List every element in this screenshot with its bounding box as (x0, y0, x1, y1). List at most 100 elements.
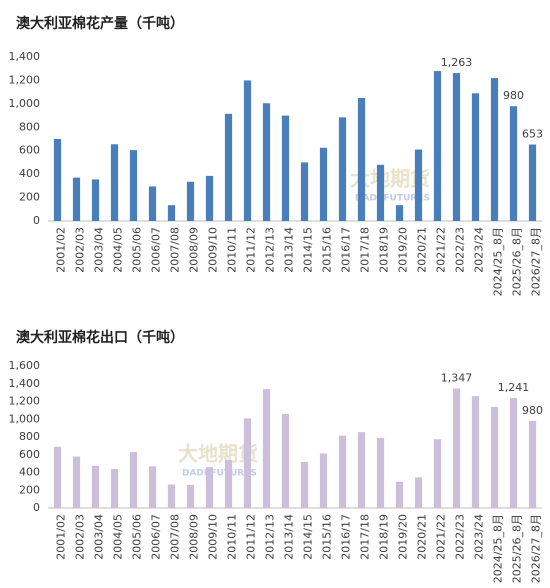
x-tick-label: 2015/16 (321, 514, 334, 560)
watermark: DADI FUTURES (182, 469, 257, 479)
x-tick-label: 2020/21 (416, 514, 429, 560)
x-tick-label: 2006/07 (150, 227, 163, 273)
bar (357, 98, 366, 221)
bar (53, 139, 62, 221)
bar (433, 71, 442, 221)
bar (471, 396, 480, 508)
bar (72, 177, 81, 221)
bar (91, 465, 100, 508)
x-tick-label: 2004/05 (112, 514, 125, 560)
bar (262, 389, 271, 508)
x-tick-label: 2017/18 (359, 514, 372, 560)
y-tick-label: 800 (19, 120, 40, 133)
x-tick-label: 2020/21 (416, 227, 429, 273)
bar (243, 80, 252, 221)
value-label: 1,241 (498, 381, 530, 394)
bar (528, 144, 537, 221)
y-tick-label: 200 (19, 191, 40, 204)
x-tick-label: 2009/10 (207, 227, 220, 273)
x-tick-label: 2018/19 (378, 227, 391, 273)
x-tick-label: 2025/26_8月 (511, 514, 524, 583)
y-tick-label: 800 (19, 430, 40, 443)
y-tick-label: 1,000 (9, 97, 41, 110)
bar (148, 186, 157, 221)
bar (376, 164, 385, 221)
bar (110, 144, 119, 221)
bar (148, 466, 157, 508)
bar (338, 117, 347, 221)
x-tick-label: 2002/03 (74, 227, 87, 273)
x-tick-label: 2025/26_8月 (511, 227, 524, 296)
bar (395, 205, 404, 221)
bar (129, 452, 138, 508)
x-tick-label: 2018/19 (378, 514, 391, 560)
x-tick-label: 2014/15 (302, 227, 315, 273)
x-tick-label: 2024/25_8月 (492, 514, 505, 583)
bar (186, 181, 195, 221)
x-tick-label: 2005/06 (131, 227, 144, 273)
x-tick-label: 2021/22 (435, 514, 448, 560)
bar (91, 179, 100, 221)
x-tick-label: 2016/17 (340, 227, 353, 273)
bar (452, 73, 461, 221)
x-tick-label: 2010/11 (226, 227, 239, 273)
y-tick-label: 1,600 (9, 359, 41, 372)
x-tick-label: 2003/04 (93, 227, 106, 273)
bar (281, 115, 290, 221)
x-tick-label: 2022/23 (454, 227, 467, 273)
x-tick-label: 2001/02 (55, 227, 68, 273)
y-tick-label: 1,000 (9, 412, 41, 425)
y-tick-label: 1,400 (9, 50, 41, 63)
y-tick-label: 1,200 (9, 73, 41, 86)
bar (490, 406, 499, 508)
bar (205, 175, 214, 221)
y-tick-label: 600 (19, 144, 40, 157)
bar (262, 103, 271, 221)
value-label: 1,347 (441, 371, 473, 384)
bar (243, 418, 252, 508)
x-tick-label: 2007/08 (169, 514, 182, 560)
bar (224, 460, 233, 508)
bar (186, 484, 195, 508)
x-tick-label: 2019/20 (397, 227, 410, 273)
x-tick-label: 2012/13 (264, 514, 277, 560)
bar (281, 413, 290, 508)
x-tick-label: 2015/16 (321, 227, 334, 273)
bar (319, 453, 328, 508)
bar (414, 149, 423, 221)
x-tick-label: 2008/09 (188, 514, 201, 560)
bar (224, 113, 233, 221)
x-tick-label: 2021/22 (435, 227, 448, 273)
x-tick-label: 2003/04 (93, 514, 106, 560)
bar (528, 421, 537, 508)
bar (490, 78, 499, 221)
chart-title: 澳大利亚棉花产量（千吨） (16, 15, 184, 32)
x-tick-label: 2026/27_8月 (530, 227, 543, 296)
bar (319, 147, 328, 221)
bar (376, 437, 385, 508)
bar (452, 388, 461, 508)
x-tick-label: 2002/03 (74, 514, 87, 560)
x-tick-label: 2010/11 (226, 514, 239, 560)
x-tick-label: 2012/13 (264, 227, 277, 273)
bar (72, 456, 81, 508)
x-tick-label: 2008/09 (188, 227, 201, 273)
bar (471, 93, 480, 221)
x-tick-label: 2013/14 (283, 227, 296, 273)
value-label: 653 (522, 128, 543, 141)
x-tick-label: 2007/08 (169, 227, 182, 273)
bar (338, 435, 347, 508)
y-tick-label: 200 (19, 483, 40, 496)
bar (509, 106, 518, 221)
y-tick-label: 400 (19, 167, 40, 180)
x-tick-label: 2026/27_8月 (530, 514, 543, 583)
bar (414, 477, 423, 508)
bar (395, 481, 404, 508)
value-label: 1,263 (441, 56, 473, 69)
x-tick-label: 2022/23 (454, 514, 467, 560)
bar (433, 439, 442, 508)
x-tick-label: 2011/12 (245, 227, 258, 273)
x-tick-label: 2017/18 (359, 227, 372, 273)
